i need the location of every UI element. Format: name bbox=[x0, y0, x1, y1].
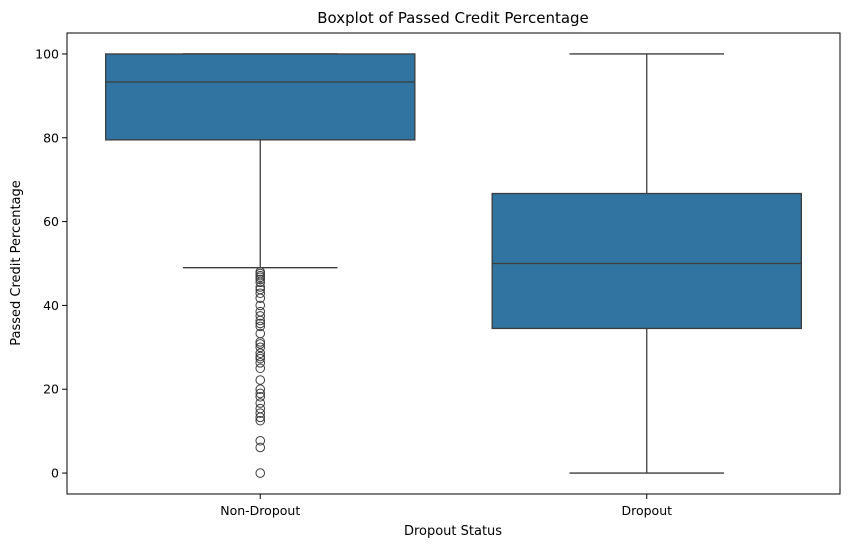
box-group bbox=[491, 53, 803, 474]
axis-ticks: 0 20 40 60 80 100 Non-Dropout Dropout bbox=[35, 46, 672, 518]
y-axis-label: Passed Credit Percentage bbox=[9, 180, 24, 346]
outlier-point bbox=[255, 408, 266, 418]
outlier-point bbox=[255, 300, 266, 311]
y-tick-label: 80 bbox=[43, 130, 59, 145]
outlier-point bbox=[255, 348, 266, 358]
outlier-point bbox=[255, 311, 266, 321]
x-axis-label: Dropout Status bbox=[404, 524, 502, 539]
outlier-point bbox=[255, 318, 266, 329]
x-tick-label: Dropout bbox=[621, 503, 672, 518]
outlier-point bbox=[255, 375, 266, 385]
outlier-point bbox=[255, 339, 266, 349]
y-tick-label: 0 bbox=[51, 466, 59, 481]
y-tick-label: 100 bbox=[35, 46, 59, 61]
outlier-point bbox=[255, 384, 266, 395]
outlier-point bbox=[255, 282, 266, 292]
outlier-point bbox=[255, 315, 266, 326]
outlier-point bbox=[255, 435, 266, 446]
outlier-point bbox=[255, 363, 266, 374]
y-tick-label: 60 bbox=[43, 214, 59, 229]
boxes bbox=[105, 53, 803, 478]
outlier-point bbox=[255, 277, 266, 288]
outlier-point bbox=[255, 353, 266, 364]
outlier-point bbox=[255, 288, 266, 299]
outlier-point bbox=[255, 442, 266, 453]
box bbox=[491, 192, 803, 330]
x-tick-label: Non-Dropout bbox=[220, 503, 300, 518]
chart-title: Boxplot of Passed Credit Percentage bbox=[317, 9, 589, 27]
outlier-point bbox=[255, 358, 266, 368]
outlier-point bbox=[255, 391, 266, 402]
outlier-point bbox=[255, 321, 266, 332]
y-tick-label: 40 bbox=[43, 298, 59, 313]
box-group bbox=[105, 53, 416, 478]
outlier-point bbox=[255, 468, 266, 478]
outlier-point bbox=[255, 412, 266, 423]
box bbox=[105, 53, 416, 141]
outlier-point bbox=[255, 274, 266, 285]
outlier-point bbox=[255, 342, 266, 353]
outlier-point bbox=[255, 293, 266, 304]
outlier-point bbox=[255, 415, 266, 426]
outlier-point bbox=[255, 398, 266, 408]
outlier-point bbox=[255, 388, 266, 399]
y-tick-label: 20 bbox=[43, 382, 59, 397]
